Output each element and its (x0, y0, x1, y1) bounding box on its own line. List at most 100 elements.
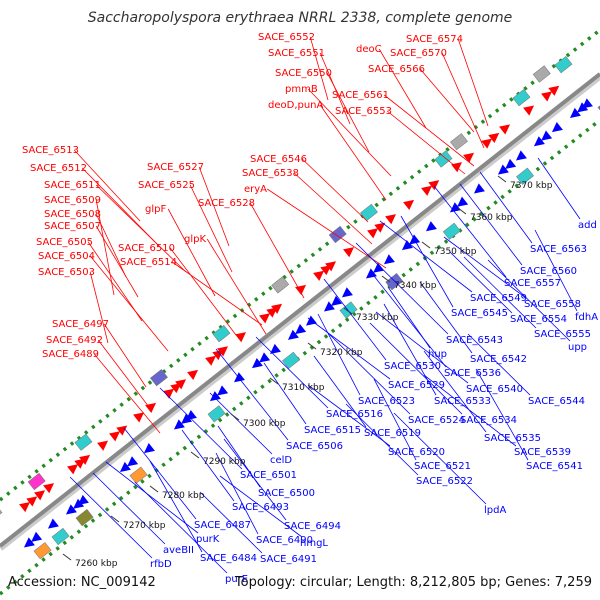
reverse-label-leader (345, 403, 419, 476)
reverse-label-leader (423, 350, 487, 433)
forward-gene-arrow (43, 483, 55, 494)
reverse-gene-arrow (533, 136, 545, 147)
reverse-gene-label: SACE_6506 (286, 441, 343, 452)
forward-gene-label: SACE_6525 (138, 180, 195, 191)
reverse-gene-label: SACE_6520 (388, 447, 445, 458)
forward-gene-arrow (343, 247, 355, 258)
reverse-gene-label: SACE_6545 (451, 308, 508, 319)
scale-tick-mark (230, 413, 240, 421)
forward-gene-arrow (34, 490, 46, 501)
scale-tick-label: 7370 kbp (510, 181, 553, 191)
reverse-gene-label: hup (428, 349, 447, 360)
forward-gene-label: pmmB (285, 84, 318, 95)
reverse-label-leader (463, 256, 537, 329)
forward-gene-label: SACE_6566 (368, 64, 425, 75)
scale-tick-mark (307, 342, 317, 350)
reverse-label-leader (393, 412, 487, 505)
scale-tick-mark (497, 175, 507, 183)
reverse-label-leader (433, 185, 507, 278)
feature-box (532, 65, 551, 83)
forward-gene-arrow (385, 214, 397, 225)
reverse-gene-label: SACE_6539 (514, 447, 571, 458)
reverse-gene-label: SACE_6519 (364, 428, 421, 439)
scale-tick-label: 7340 kbp (394, 281, 437, 291)
forward-label-leader (171, 261, 263, 326)
gc-track-inner (0, 118, 600, 596)
reverse-gene-label: SACE_6558 (524, 299, 581, 310)
reverse-gene-label: fdhA (575, 312, 598, 323)
reverse-gene-label: SACE_6534 (460, 415, 517, 426)
reverse-gene-arrow (373, 262, 385, 273)
forward-label-leader (419, 68, 475, 133)
feature-layer (0, 55, 600, 560)
reverse-gene-label: SACE_6521 (414, 461, 471, 472)
reverse-label-leader (215, 452, 259, 535)
reverse-gene-arrow (515, 150, 527, 161)
reverse-gene-arrow (551, 122, 563, 133)
forward-label-leader (89, 271, 109, 344)
reverse-gene-arrow (581, 98, 593, 109)
feature-box (33, 542, 52, 560)
forward-gene-arrow (163, 388, 175, 399)
reverse-gene-label: SACE_6524 (408, 415, 465, 426)
forward-label-leader (441, 52, 485, 149)
forward-gene-arrow (97, 440, 109, 451)
reverse-gene-label: lpdA (484, 505, 506, 516)
forward-gene-label: SACE_6509 (44, 195, 101, 206)
forward-gene-label: SACE_6538 (242, 168, 299, 179)
forward-label-leader (301, 158, 369, 223)
forward-gene-arrow (26, 496, 38, 507)
reverse-label-leader (375, 311, 469, 384)
scale-tick-mark (421, 241, 431, 249)
reverse-gene-label: SACE_6501 (240, 470, 297, 481)
forward-gene-arrow (403, 199, 415, 211)
forward-gene-arrow (271, 303, 283, 314)
forward-gene-arrow (451, 162, 463, 173)
forward-gene-label: SACE_6551 (268, 48, 325, 59)
forward-label-leader (169, 247, 237, 336)
reverse-gene-arrow (217, 385, 229, 396)
feature-box (150, 369, 168, 387)
scale-tick-mark (149, 485, 159, 493)
reverse-gene-label: SACE_6484 (200, 553, 257, 564)
reverse-gene-label: purE (225, 574, 248, 585)
forward-gene-arrow (79, 454, 91, 465)
feature-box (512, 89, 531, 107)
reverse-gene-label: purK (196, 534, 220, 545)
forward-gene-label: SACE_6550 (275, 68, 332, 79)
forward-gene-arrow (19, 502, 31, 513)
reverse-gene-arrow (505, 158, 517, 169)
reverse-gene-label: SACE_6557 (504, 278, 561, 289)
scale-tick-mark (62, 553, 72, 561)
forward-gene-arrow (488, 132, 500, 144)
reverse-gene-label: SACE_6522 (416, 476, 473, 487)
reverse-gene-arrow (173, 419, 185, 430)
scale-tick-label: 7350 kbp (434, 247, 477, 257)
scale-tick-label: 7320 kbp (320, 348, 363, 358)
reverse-label-leader (487, 259, 571, 342)
forward-gene-label: SACE_6546 (250, 154, 307, 165)
scale-ticks: 7260 kbp 7270 kbp 7280 kbp 7290 kbp 7300 kbp… (62, 175, 553, 569)
reverse-gene-arrow (295, 324, 307, 335)
forward-label-leader (457, 38, 489, 127)
feature-box (360, 203, 378, 222)
scale-tick-mark (269, 377, 279, 385)
feature-box (434, 150, 453, 168)
reverse-label-leader (105, 461, 199, 534)
reverse-gene-arrow (341, 287, 353, 298)
forward-gene-arrow (548, 85, 560, 96)
feature-box (450, 133, 468, 151)
forward-gene-label: SACE_6552 (258, 32, 315, 43)
forward-label-leader (386, 110, 466, 175)
forward-gene-label: glpF (145, 204, 166, 215)
reverse-label-leader (134, 481, 228, 574)
reverse-gene-label: SACE_6515 (304, 425, 361, 436)
reverse-gene-label: aveBII (163, 545, 194, 556)
forward-label-leader (383, 94, 475, 167)
reverse-gene-label: SACE_6540 (466, 384, 523, 395)
reverse-gene-arrow (77, 494, 89, 506)
feature-box (51, 527, 70, 546)
reverse-label-leader (123, 427, 197, 520)
gc-track-outer (0, 28, 600, 502)
